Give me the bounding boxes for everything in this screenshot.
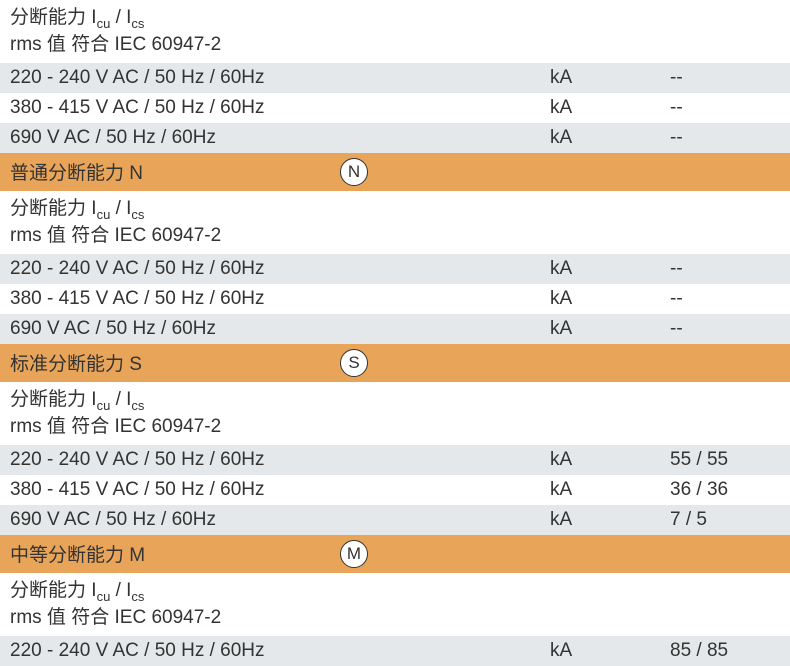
table-row: 380 - 415 V AC / 50 Hz / 60Hz kA -- — [0, 284, 790, 314]
header-line1: 分断能力 Icu / Ics — [10, 5, 550, 32]
header-line1-prefix: 分断能力 I — [10, 198, 97, 219]
section-header-n: 普通分断能力 N N — [0, 153, 790, 191]
circle-m-icon: M — [340, 540, 368, 568]
row-unit: kA — [550, 318, 670, 340]
header-line1-sub2: cs — [131, 16, 144, 31]
header-m: 分断能力 Icu / Ics rms 值 符合 IEC 60947-2 — [0, 573, 790, 636]
row-label: 690 V AC / 50 Hz / 60Hz — [10, 127, 550, 149]
header-line1-prefix: 分断能力 I — [10, 580, 97, 601]
circle-n-icon: N — [340, 158, 368, 186]
row-value: 85 / 85 — [670, 640, 780, 662]
row-unit: kA — [550, 67, 670, 89]
row-label: 220 - 240 V AC / 50 Hz / 60Hz — [10, 640, 550, 662]
header-line1-prefix: 分断能力 I — [10, 389, 97, 410]
row-label: 380 - 415 V AC / 50 Hz / 60Hz — [10, 97, 550, 119]
section-title: 中等分断能力 M — [10, 540, 550, 567]
row-unit: kA — [550, 479, 670, 501]
row-unit: kA — [550, 288, 670, 310]
table-row: 220 - 240 V AC / 50 Hz / 60Hz kA 55 / 55 — [0, 445, 790, 475]
row-unit: kA — [550, 127, 670, 149]
spec-table: 分断能力 Icu / Ics rms 值 符合 IEC 60947-2 220 … — [0, 0, 790, 666]
header-line2: rms 值 符合 IEC 60947-2 — [10, 414, 550, 440]
header-text: 分断能力 Icu / Ics rms 值 符合 IEC 60947-2 — [10, 196, 550, 249]
header-line1-sub1: cu — [97, 398, 111, 413]
section-header-s: 标准分断能力 S S — [0, 344, 790, 382]
header-line1-prefix: 分断能力 I — [10, 7, 97, 28]
header-line1-slash: / I — [110, 198, 131, 219]
header-line1: 分断能力 Icu / Ics — [10, 387, 550, 414]
row-label: 380 - 415 V AC / 50 Hz / 60Hz — [10, 479, 550, 501]
row-label: 380 - 415 V AC / 50 Hz / 60Hz — [10, 288, 550, 310]
circle-letter: N — [348, 162, 360, 182]
row-label: 220 - 240 V AC / 50 Hz / 60Hz — [10, 67, 550, 89]
table-row: 220 - 240 V AC / 50 Hz / 60Hz kA -- — [0, 63, 790, 93]
header-line1-slash: / I — [110, 7, 131, 28]
header-line1-sub2: cs — [131, 207, 144, 222]
header-line2: rms 值 符合 IEC 60947-2 — [10, 223, 550, 249]
row-unit: kA — [550, 258, 670, 280]
section-title: 标准分断能力 S — [10, 349, 550, 376]
row-label: 690 V AC / 50 Hz / 60Hz — [10, 509, 550, 531]
header-line1: 分断能力 Icu / Ics — [10, 578, 550, 605]
header-line1-slash: / I — [110, 389, 131, 410]
row-value: -- — [670, 127, 780, 149]
header-partial: 分断能力 Icu / Ics rms 值 符合 IEC 60947-2 — [0, 0, 790, 63]
circle-letter: M — [347, 544, 361, 564]
header-line1-sub2: cs — [131, 589, 144, 604]
row-label: 220 - 240 V AC / 50 Hz / 60Hz — [10, 449, 550, 471]
header-line1-sub1: cu — [97, 16, 111, 31]
header-text: 分断能力 Icu / Ics rms 值 符合 IEC 60947-2 — [10, 387, 550, 440]
row-value: 36 / 36 — [670, 479, 780, 501]
header-s: 分断能力 Icu / Ics rms 值 符合 IEC 60947-2 — [0, 382, 790, 445]
row-value: -- — [670, 318, 780, 340]
table-row: 690 V AC / 50 Hz / 60Hz kA -- — [0, 123, 790, 153]
row-unit: kA — [550, 640, 670, 662]
header-n: 分断能力 Icu / Ics rms 值 符合 IEC 60947-2 — [0, 191, 790, 254]
row-label: 690 V AC / 50 Hz / 60Hz — [10, 318, 550, 340]
header-line2: rms 值 符合 IEC 60947-2 — [10, 605, 550, 631]
circle-s-icon: S — [340, 349, 368, 377]
table-row: 220 - 240 V AC / 50 Hz / 60Hz kA 85 / 85 — [0, 636, 790, 666]
header-line1-slash: / I — [110, 580, 131, 601]
table-row: 380 - 415 V AC / 50 Hz / 60Hz kA 36 / 36 — [0, 475, 790, 505]
row-value: -- — [670, 258, 780, 280]
row-value: -- — [670, 288, 780, 310]
table-row: 690 V AC / 50 Hz / 60Hz kA -- — [0, 314, 790, 344]
section-title: 普通分断能力 N — [10, 158, 550, 185]
header-line1-sub1: cu — [97, 207, 111, 222]
section-header-m: 中等分断能力 M M — [0, 535, 790, 573]
row-unit: kA — [550, 509, 670, 531]
row-value: 55 / 55 — [670, 449, 780, 471]
row-label: 220 - 240 V AC / 50 Hz / 60Hz — [10, 258, 550, 280]
header-line1: 分断能力 Icu / Ics — [10, 196, 550, 223]
row-value: 7 / 5 — [670, 509, 780, 531]
header-line1-sub1: cu — [97, 589, 111, 604]
header-line2: rms 值 符合 IEC 60947-2 — [10, 32, 550, 58]
row-value: -- — [670, 67, 780, 89]
circle-letter: S — [348, 353, 359, 373]
header-line1-sub2: cs — [131, 398, 144, 413]
header-text: 分断能力 Icu / Ics rms 值 符合 IEC 60947-2 — [10, 5, 550, 58]
table-row: 380 - 415 V AC / 50 Hz / 60Hz kA -- — [0, 93, 790, 123]
row-unit: kA — [550, 449, 670, 471]
row-unit: kA — [550, 97, 670, 119]
row-value: -- — [670, 97, 780, 119]
header-text: 分断能力 Icu / Ics rms 值 符合 IEC 60947-2 — [10, 578, 550, 631]
table-row: 220 - 240 V AC / 50 Hz / 60Hz kA -- — [0, 254, 790, 284]
table-row: 690 V AC / 50 Hz / 60Hz kA 7 / 5 — [0, 505, 790, 535]
